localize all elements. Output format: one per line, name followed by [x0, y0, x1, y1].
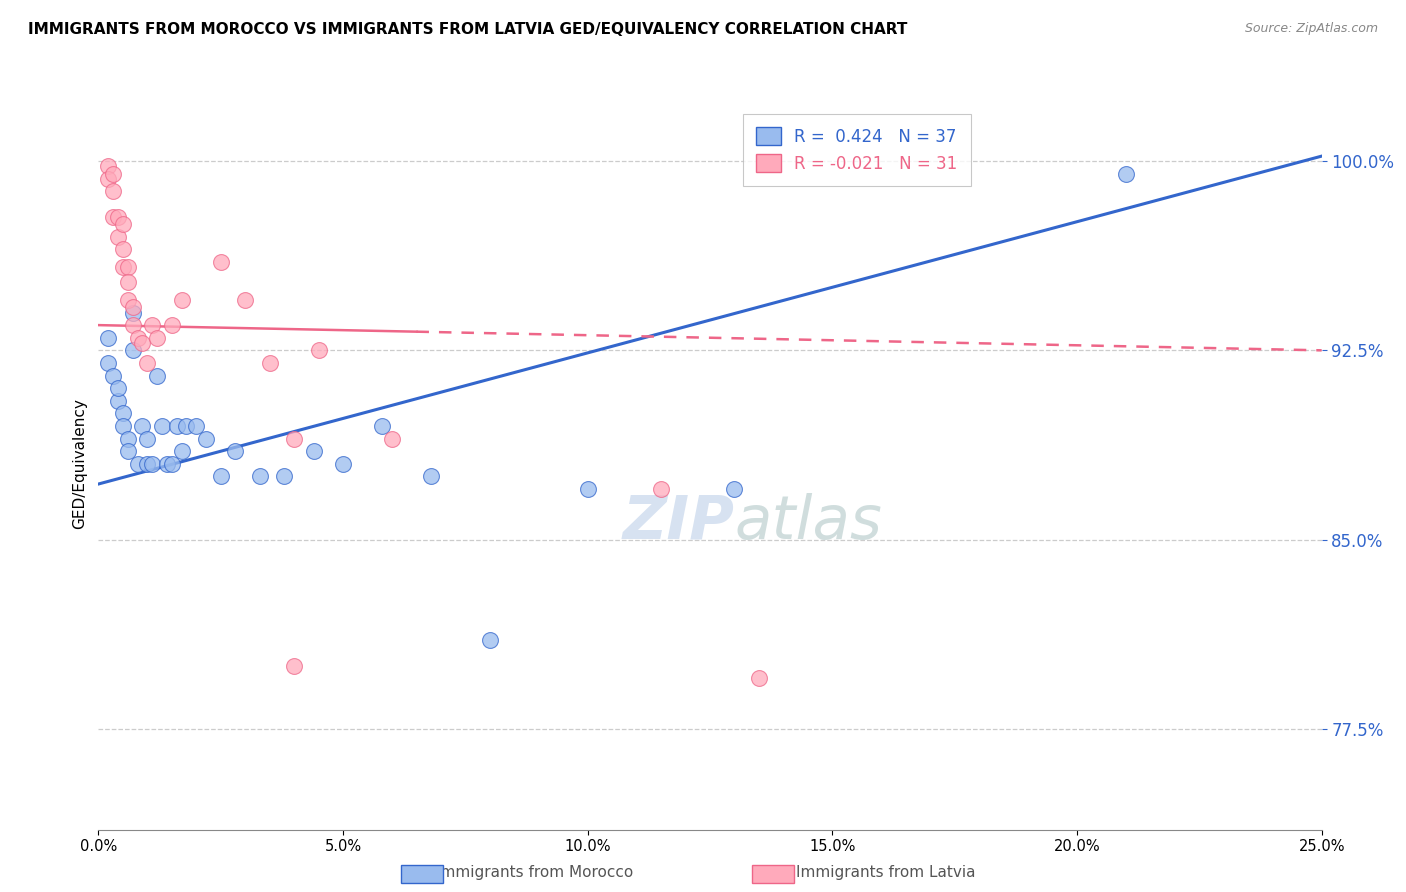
Point	[111, 406, 134, 420]
Point	[249, 469, 271, 483]
Point	[117, 293, 139, 307]
Point	[170, 444, 193, 458]
Y-axis label: GED/Equivalency: GED/Equivalency	[72, 399, 87, 529]
Point	[146, 331, 169, 345]
Point	[117, 260, 139, 274]
Point	[224, 444, 246, 458]
Point	[97, 356, 120, 370]
Point	[107, 393, 129, 408]
Point	[233, 293, 256, 307]
Text: Immigrants from Morocco: Immigrants from Morocco	[436, 865, 633, 880]
Point	[107, 230, 129, 244]
Point	[121, 343, 143, 358]
Point	[371, 419, 394, 434]
Point	[101, 368, 124, 383]
Text: atlas: atlas	[734, 493, 883, 552]
Point	[121, 305, 143, 319]
Point	[420, 469, 443, 483]
Point	[117, 275, 139, 289]
Point	[141, 457, 163, 471]
Point	[195, 432, 218, 446]
Point	[302, 444, 325, 458]
Point	[97, 331, 120, 345]
Point	[107, 210, 129, 224]
Text: Immigrants from Latvia: Immigrants from Latvia	[796, 865, 976, 880]
Point	[136, 356, 159, 370]
Point	[381, 432, 404, 446]
Point	[117, 444, 139, 458]
Point	[111, 419, 134, 434]
Point	[186, 419, 208, 434]
Legend: R =  0.424   N = 37, R = -0.021   N = 31: R = 0.424 N = 37, R = -0.021 N = 31	[742, 114, 970, 186]
Point	[101, 185, 124, 199]
Point	[723, 482, 745, 496]
Point	[209, 255, 232, 269]
Point	[107, 381, 129, 395]
Point	[748, 671, 770, 685]
Point	[166, 419, 188, 434]
Point	[136, 432, 159, 446]
Point	[111, 260, 134, 274]
Text: ZIP: ZIP	[623, 493, 734, 552]
Point	[131, 335, 153, 350]
Point	[97, 159, 120, 173]
Text: IMMIGRANTS FROM MOROCCO VS IMMIGRANTS FROM LATVIA GED/EQUIVALENCY CORRELATION CH: IMMIGRANTS FROM MOROCCO VS IMMIGRANTS FR…	[28, 22, 907, 37]
Point	[332, 457, 354, 471]
Point	[121, 301, 143, 315]
Point	[127, 331, 149, 345]
Point	[308, 343, 330, 358]
Point	[650, 482, 672, 496]
Point	[478, 633, 501, 648]
Point	[170, 293, 193, 307]
Point	[209, 469, 232, 483]
Point	[121, 318, 143, 332]
Point	[127, 457, 149, 471]
Point	[160, 457, 183, 471]
Point	[146, 368, 169, 383]
Point	[111, 217, 134, 231]
Point	[283, 432, 305, 446]
Point	[111, 243, 134, 257]
Point	[156, 457, 179, 471]
Point	[150, 419, 173, 434]
Point	[576, 482, 599, 496]
Point	[136, 457, 159, 471]
Point	[1115, 167, 1137, 181]
Point	[117, 432, 139, 446]
Point	[101, 167, 124, 181]
Point	[273, 469, 295, 483]
Point	[283, 658, 305, 673]
Point	[176, 419, 198, 434]
Text: Source: ZipAtlas.com: Source: ZipAtlas.com	[1244, 22, 1378, 36]
Point	[259, 356, 281, 370]
Point	[141, 318, 163, 332]
Point	[160, 318, 183, 332]
Point	[101, 210, 124, 224]
Point	[131, 419, 153, 434]
Point	[97, 171, 120, 186]
